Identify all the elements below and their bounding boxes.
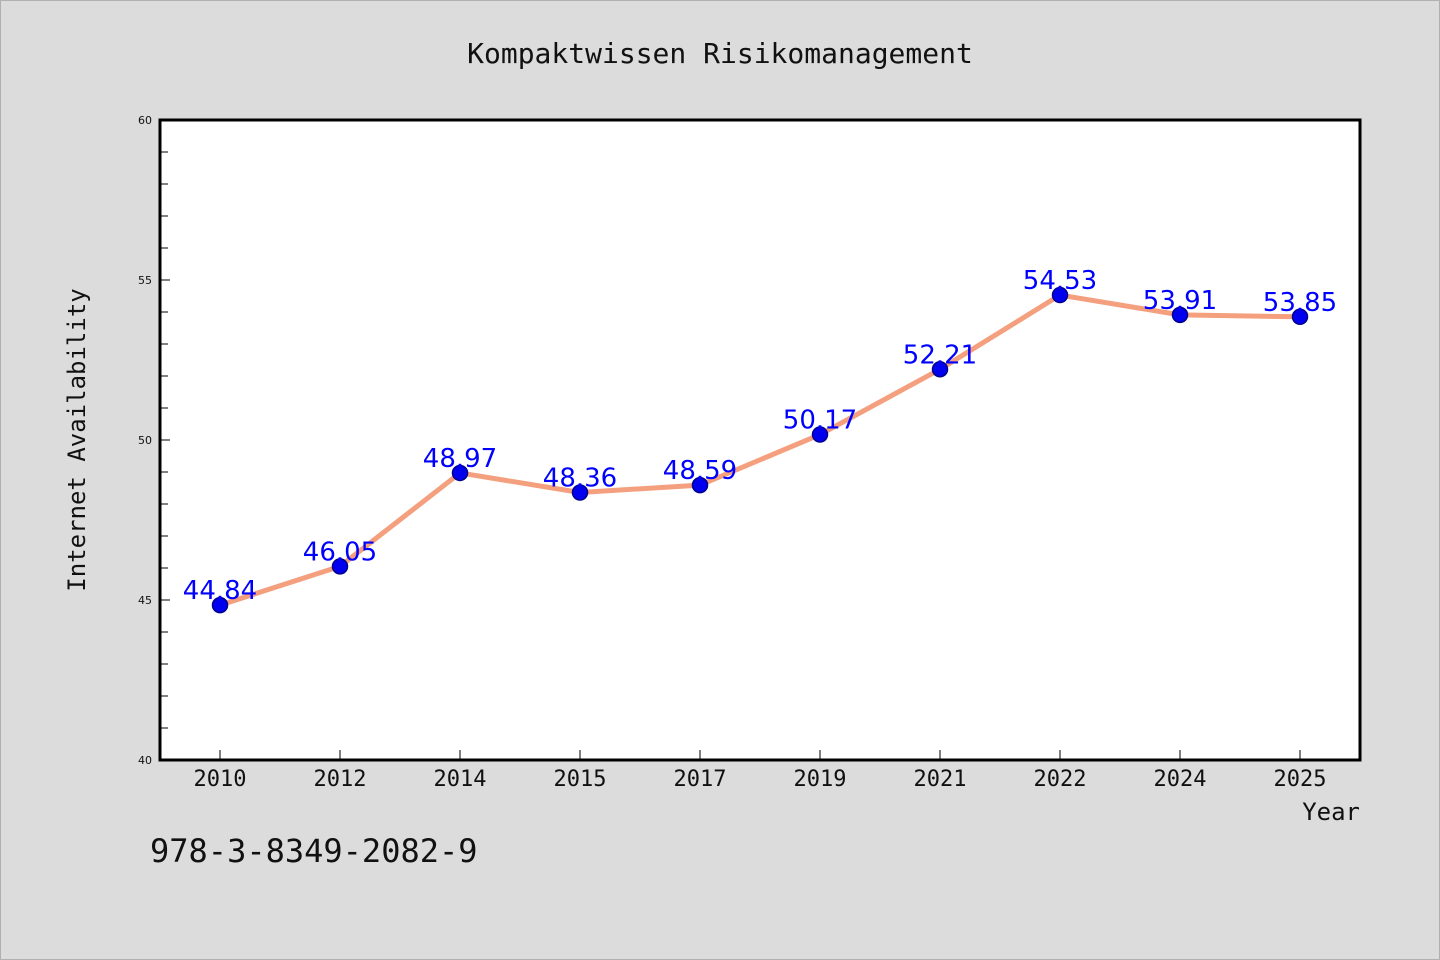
data-label: 53.85 (1263, 288, 1337, 318)
data-point (931, 361, 949, 378)
data-point (451, 464, 469, 482)
data-label: 52.21 (903, 340, 977, 370)
plot-area (158, 118, 1362, 762)
data-point (1291, 308, 1309, 326)
data-label: 48.97 (423, 444, 497, 474)
y-tick-label: 40 (138, 754, 152, 767)
x-tick-label: 2019 (794, 767, 847, 792)
y-axis-label: Internet Availability (63, 288, 91, 591)
y-tick-label: 45 (138, 594, 152, 607)
data-label: 46.05 (303, 537, 377, 567)
data-point (811, 426, 829, 443)
data-label: 54.53 (1023, 266, 1097, 296)
x-tick-label: 2021 (914, 767, 967, 792)
data-point (571, 484, 589, 501)
data-point (1171, 306, 1189, 324)
series-line (217, 292, 1303, 608)
y-tick-label: 60 (138, 114, 152, 127)
y-tick-label: 55 (138, 274, 152, 287)
x-tick-label: 2014 (434, 767, 487, 792)
data-label: 44.84 (183, 576, 257, 606)
chart-title: Kompaktwissen Risikomanagement (467, 37, 973, 70)
data-label: 48.59 (663, 456, 737, 486)
y-tick-label: 50 (138, 434, 152, 447)
x-tick-label: 2010 (194, 767, 247, 792)
x-tick-label: 2024 (1154, 767, 1207, 792)
data-point (1051, 286, 1069, 304)
data-point (331, 558, 349, 575)
x-tick-label: 2012 (314, 767, 367, 792)
isbn-text: 978-3-8349-2082-9 (150, 832, 478, 870)
data-label: 50.17 (783, 406, 857, 436)
x-tick-label: 2025 (1274, 767, 1327, 792)
x-tick-label: 2015 (554, 767, 607, 792)
x-axis-label: Year (1302, 798, 1360, 826)
data-label: 53.91 (1143, 286, 1217, 316)
x-tick-label: 2022 (1034, 767, 1087, 792)
x-tick-label: 2017 (674, 767, 727, 792)
data-label: 48.36 (543, 463, 617, 493)
data-point (691, 476, 709, 494)
data-point (211, 596, 229, 614)
